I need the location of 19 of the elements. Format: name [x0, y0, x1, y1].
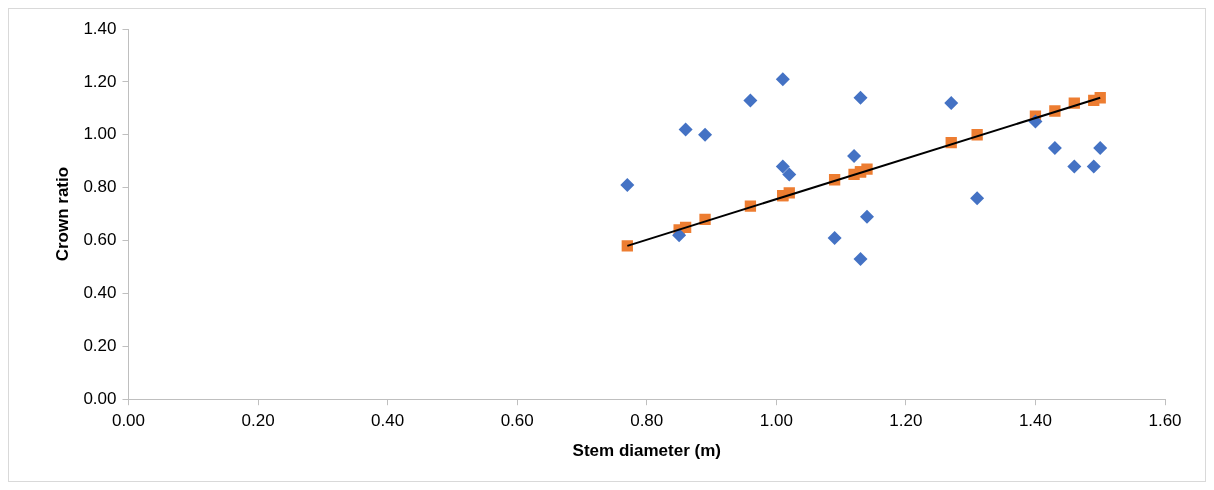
x-tick-label: 0.40 [371, 411, 405, 431]
y-tick-label: 0.80 [83, 177, 117, 197]
y-tick-label: 1.00 [83, 124, 117, 144]
y-tick-label: 0.40 [83, 283, 117, 303]
x-tick-label: 0.20 [241, 411, 275, 431]
x-tick-label: 1.00 [759, 411, 793, 431]
y-tick-label: 0.20 [83, 336, 117, 355]
y-tick-label: 1.40 [83, 18, 117, 38]
x-tick-label: 1.20 [889, 411, 923, 431]
y-tick-label: 0.60 [83, 230, 117, 250]
x-tick-label: 0.60 [500, 411, 534, 431]
y-tick-label: 1.20 [83, 71, 117, 91]
y-axis-title: Crown ratio [52, 166, 72, 262]
x-axis-title: Stem diameter (m) [572, 441, 721, 461]
y-tick-label: 0.00 [83, 388, 117, 408]
x-tick-label: 0.80 [630, 411, 664, 431]
x-tick-label: 1.60 [1148, 411, 1182, 431]
x-tick-label: 0.00 [111, 411, 146, 431]
x-tick-label: 1.40 [1018, 411, 1052, 431]
